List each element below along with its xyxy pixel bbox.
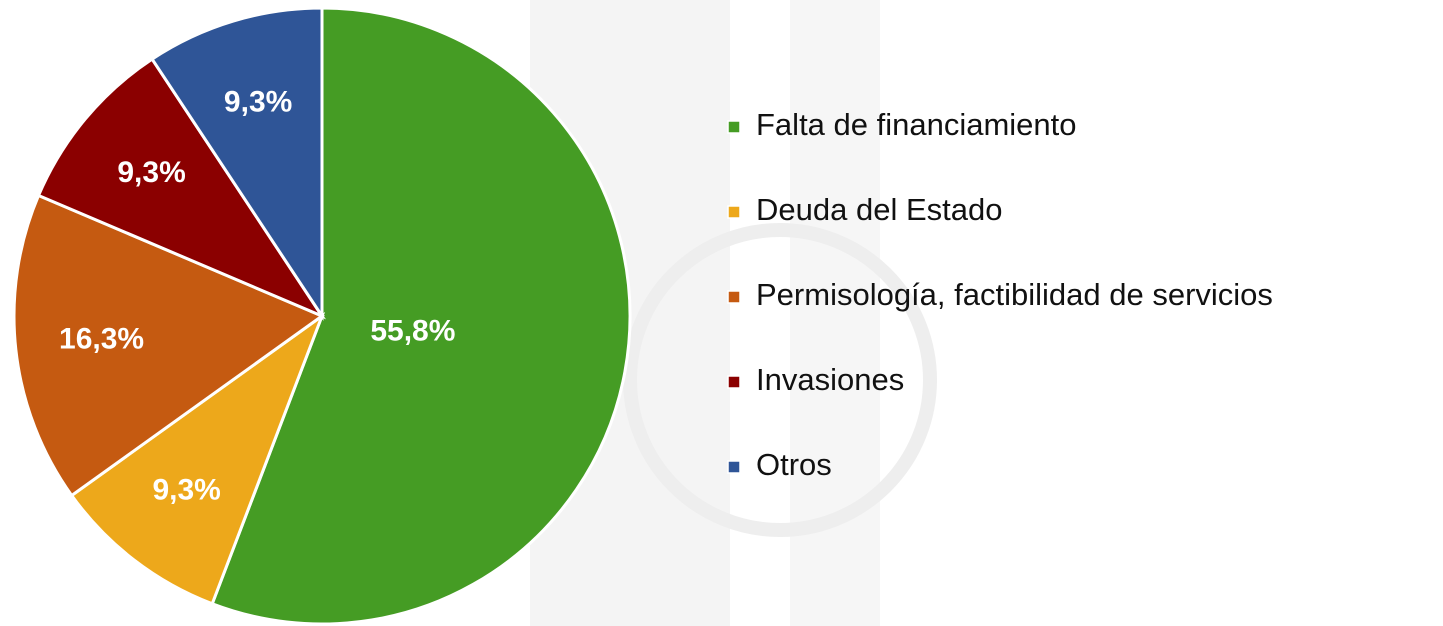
legend-label: Deuda del Estado: [756, 192, 1002, 227]
legend-swatch: [727, 205, 741, 219]
data-label: 16,3%: [59, 322, 144, 355]
legend-swatch: [727, 460, 741, 474]
pie-slice: [69, 311, 326, 606]
legend-label: Invasiones: [756, 362, 904, 397]
legend-swatch: [727, 290, 741, 304]
pie-slice: [12, 193, 326, 498]
pie-slice: [36, 57, 327, 320]
legend-label: Falta de financiamiento: [756, 107, 1077, 142]
legend-swatch: [727, 375, 741, 389]
watermark-ring: [623, 223, 937, 537]
pie-slice: [210, 6, 632, 626]
pie-slice: [150, 6, 324, 321]
legend-swatch: [727, 120, 741, 134]
legend-label: Otros: [756, 447, 832, 482]
legend-label: Permisología, factibilidad de servicios: [756, 277, 1273, 312]
data-label: 9,3%: [224, 86, 292, 119]
data-label: 9,3%: [117, 156, 185, 189]
data-label: 9,3%: [152, 474, 220, 507]
data-label: 55,8%: [370, 315, 455, 348]
